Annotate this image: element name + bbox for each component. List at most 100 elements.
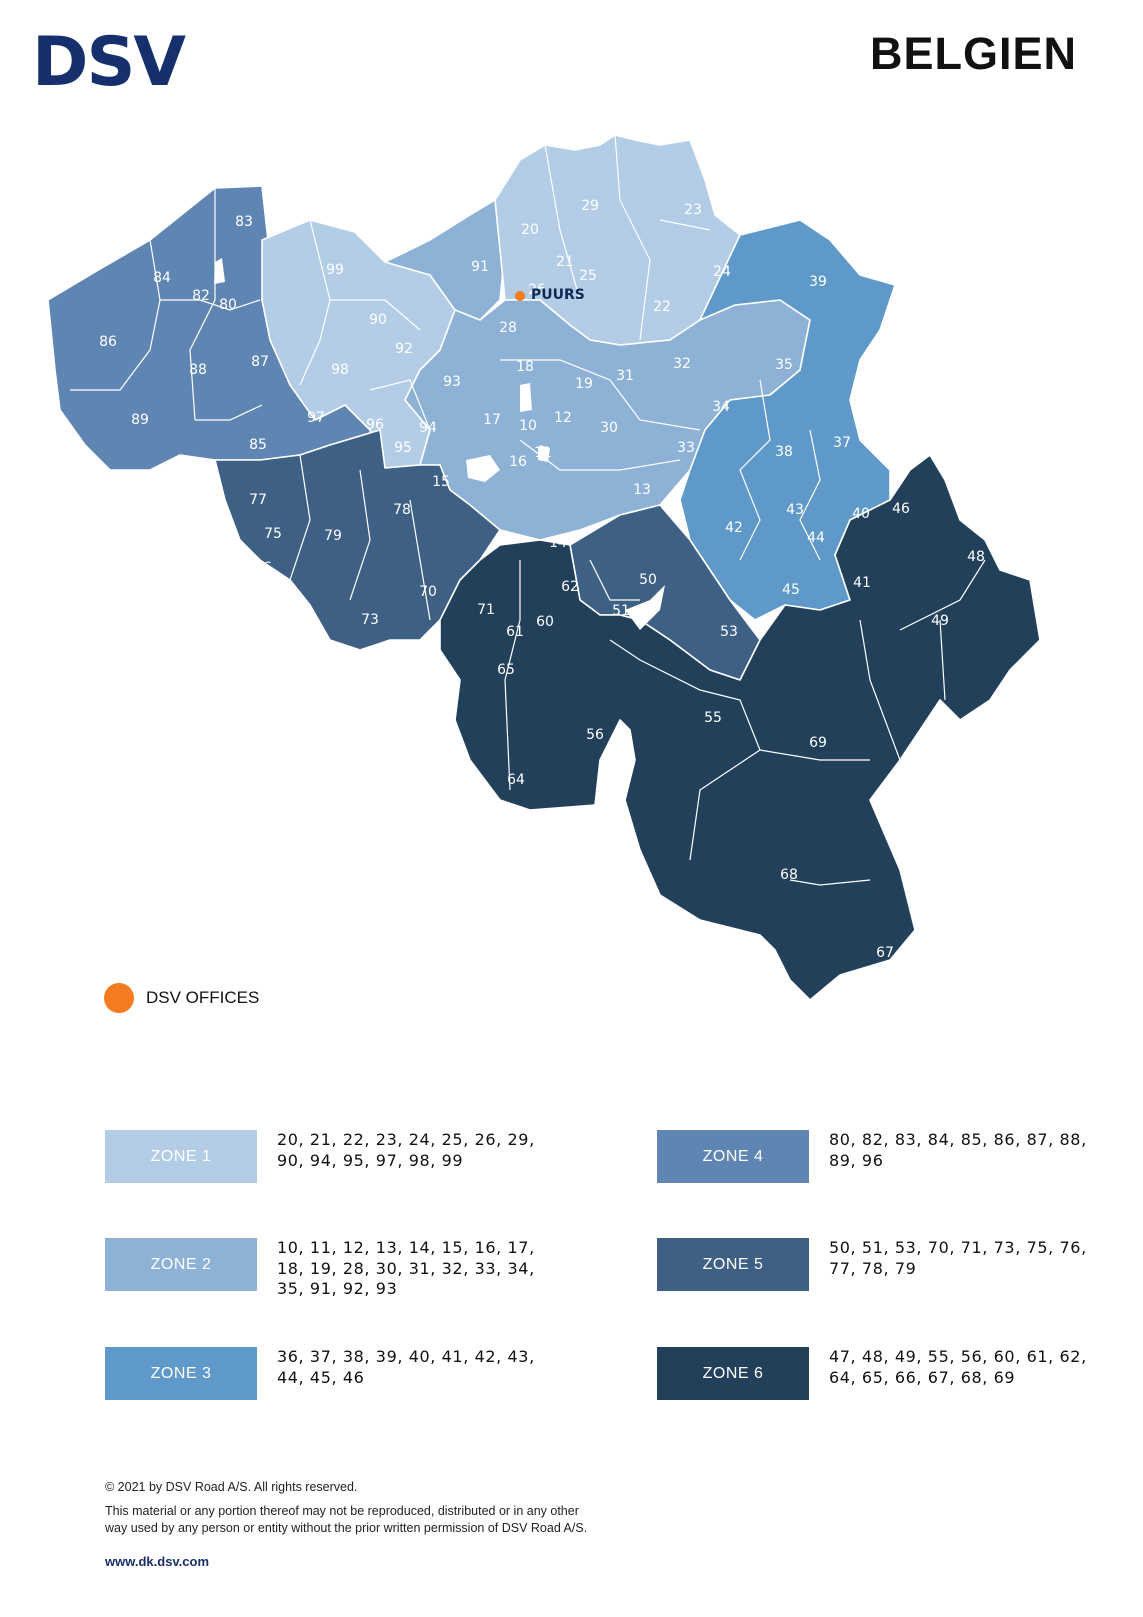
- region-label-42: 42: [725, 520, 743, 536]
- zone-swatch: ZONE 5: [657, 1238, 809, 1291]
- region-label-98: 98: [331, 362, 349, 378]
- enclave-south: [625, 585, 665, 630]
- region-label-95: 95: [394, 440, 412, 456]
- region-label-21: 21: [556, 254, 574, 270]
- region-label-91: 91: [471, 259, 489, 275]
- region-label-40: 40: [852, 506, 870, 522]
- region-label-44: 44: [807, 530, 825, 546]
- region-label-71: 71: [477, 602, 495, 618]
- region-label-31: 31: [616, 368, 634, 384]
- region-label-66: 66: [904, 769, 922, 785]
- notice-line-1: This material or any portion thereof may…: [105, 1504, 579, 1518]
- region-label-84: 84: [153, 270, 171, 286]
- enclave-central: [520, 383, 532, 412]
- enclave-brussels: [466, 455, 500, 482]
- region-label-60: 60: [536, 614, 554, 630]
- region-label-99: 99: [326, 262, 344, 278]
- region-label-68: 68: [780, 867, 798, 883]
- region-label-49: 49: [931, 613, 949, 629]
- region-label-22: 22: [653, 299, 671, 315]
- website-link[interactable]: www.dk.dsv.com: [105, 1554, 210, 1569]
- region-label-96: 96: [366, 417, 384, 433]
- region-label-32: 32: [673, 356, 691, 372]
- zone-codes: 80, 82, 83, 84, 85, 86, 87, 88, 89, 96: [829, 1130, 1087, 1170]
- region-label-47: 47: [1019, 657, 1037, 673]
- region-label-77: 77: [249, 492, 267, 508]
- region-label-24: 24: [713, 264, 731, 280]
- zone-swatch: ZONE 2: [105, 1238, 257, 1291]
- region-label-10: 10: [519, 418, 537, 434]
- region-label-89: 89: [131, 412, 149, 428]
- zone-codes: 20, 21, 22, 23, 24, 25, 26, 29, 90, 94, …: [277, 1130, 535, 1170]
- region-label-35: 35: [775, 357, 793, 373]
- region-label-62: 62: [561, 579, 579, 595]
- zone-codes: 47, 48, 49, 55, 56, 60, 61, 62, 64, 65, …: [829, 1347, 1087, 1387]
- office-label-puurs: PUURS: [531, 287, 585, 303]
- enclave-west: [214, 258, 225, 284]
- region-label-43: 43: [786, 502, 804, 518]
- region-labels: 20 21 22 23 24 25 26 29 90 94 95 97 98 99 10 11 12 13 14 15…: [99, 198, 1037, 961]
- region-label-41: 41: [853, 575, 871, 591]
- region-label-46: 46: [892, 501, 910, 517]
- zone-swatch: ZONE 1: [105, 1130, 257, 1183]
- region-label-97: 97: [307, 410, 325, 426]
- region-label-69: 69: [809, 735, 827, 751]
- region-label-11: 11: [534, 445, 552, 461]
- region-label-29: 29: [581, 198, 599, 214]
- region-label-23: 23: [684, 202, 702, 218]
- region-label-70: 70: [419, 584, 437, 600]
- region-label-36: 36: [867, 349, 885, 365]
- region-label-26: 26: [528, 282, 546, 298]
- office-legend: DSV OFFICES: [104, 983, 259, 1013]
- region-zone6-south: [439, 454, 1041, 1001]
- region-label-53: 53: [720, 624, 738, 640]
- region-label-34: 34: [712, 399, 730, 415]
- region-label-14: 14: [549, 535, 567, 551]
- region-label-82: 82: [192, 288, 210, 304]
- logo-text: DSV: [32, 30, 186, 92]
- region-label-45: 45: [782, 582, 800, 598]
- region-label-37: 37: [833, 435, 851, 451]
- region-label-78: 78: [393, 502, 411, 518]
- region-label-87: 87: [251, 354, 269, 370]
- region-label-12: 12: [554, 410, 572, 426]
- region-label-90: 90: [369, 312, 387, 328]
- region-label-33: 33: [677, 440, 695, 456]
- zone-codes: 50, 51, 53, 70, 71, 73, 75, 76, 77, 78, …: [829, 1238, 1087, 1278]
- region-label-88: 88: [189, 362, 207, 378]
- region-label-50: 50: [639, 572, 657, 588]
- zone-swatch: ZONE 3: [105, 1347, 257, 1400]
- region-label-39: 39: [809, 274, 827, 290]
- zone-swatch: ZONE 4: [657, 1130, 809, 1183]
- dsv-logo: DSV: [32, 30, 188, 92]
- region-label-25: 25: [579, 268, 597, 284]
- zone-codes: 10, 11, 12, 13, 14, 15, 16, 17, 18, 19, …: [277, 1238, 535, 1298]
- office-dot-icon: [104, 983, 134, 1013]
- region-label-28: 28: [499, 320, 517, 336]
- region-label-30: 30: [600, 420, 618, 436]
- region-label-38: 38: [775, 444, 793, 460]
- region-label-94: 94: [419, 420, 437, 436]
- region-label-64: 64: [507, 772, 525, 788]
- region-label-65: 65: [497, 662, 515, 678]
- copyright: © 2021 by DSV Road A/S. All rights reser…: [105, 1480, 358, 1494]
- region-label-55: 55: [704, 710, 722, 726]
- belgium-zone-map: 20 21 22 23 24 25 26 29 90 94 95 97 98 99 10 11 12 13 14 15…: [47, 134, 1041, 1001]
- region-label-15: 15: [432, 474, 450, 490]
- region-label-86: 86: [99, 334, 117, 350]
- region-label-56: 56: [586, 727, 604, 743]
- region-label-17: 17: [483, 412, 501, 428]
- region-label-16: 16: [509, 454, 527, 470]
- region-label-19: 19: [575, 376, 593, 392]
- region-label-61: 61: [506, 624, 524, 640]
- region-label-83: 83: [235, 214, 253, 230]
- region-label-79: 79: [324, 528, 342, 544]
- region-label-92: 92: [395, 341, 413, 357]
- region-label-67: 67: [876, 945, 894, 961]
- page-title: BELGIEN: [869, 28, 1077, 79]
- office-marker-puurs: [515, 291, 525, 301]
- enclave-east: [538, 445, 550, 462]
- region-label-20: 20: [521, 222, 539, 238]
- region-label-85: 85: [249, 437, 267, 453]
- region-label-93: 93: [443, 374, 461, 390]
